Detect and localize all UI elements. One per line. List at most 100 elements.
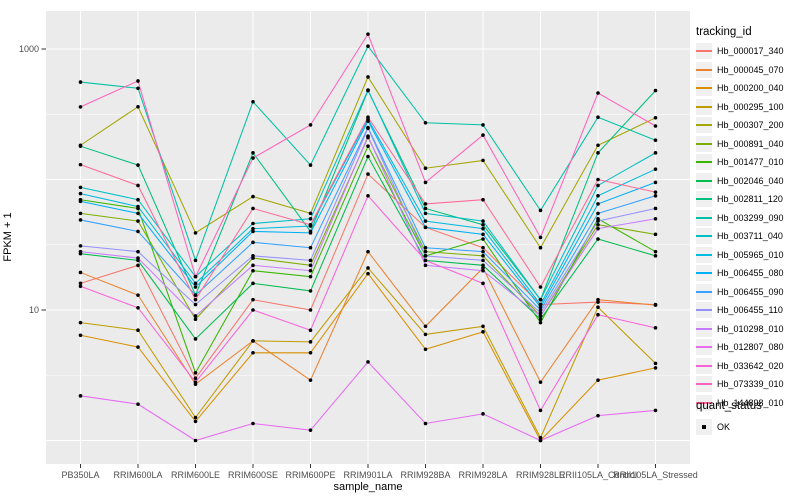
data-point [538,314,543,318]
data-point [653,254,658,258]
data-point [251,229,255,234]
data-point [481,330,485,334]
data-point [308,123,313,127]
data-point [596,183,600,188]
legend-label: Hb_033642_020 [717,360,784,371]
legend-line-icon [696,383,712,386]
legend-label: Hb_000307_200 [717,120,784,131]
data-point [653,361,658,366]
data-point [308,308,313,312]
legend-line-icon [696,235,712,238]
data-point [308,428,313,432]
data-point [653,326,658,330]
data-point [366,154,370,159]
data-point [78,333,83,338]
data-point [251,308,255,312]
legend-label: Hb_006455_110 [717,305,783,316]
data-point [366,194,370,198]
data-point [308,340,313,344]
data-point [538,285,543,289]
quant-ok-key [696,419,712,436]
quant-ok-label: OK [717,422,731,433]
data-point [251,226,255,231]
data-point [481,123,485,127]
x-tick-label: RRIM600PE [285,470,335,480]
data-point [308,258,313,263]
data-point [193,371,198,375]
data-point [481,245,485,250]
data-point [481,281,485,286]
data-point [538,317,543,322]
data-point [136,263,140,268]
data-point [308,350,313,355]
data-point [193,337,198,341]
data-point [538,208,543,213]
data-point [193,376,198,381]
legend-label: Hb_003711_040 [717,231,783,242]
data-point [596,219,600,223]
data-point [423,225,428,230]
x-tick-label: RRII105LA_Control [559,470,637,480]
data-point [251,194,255,199]
legend-line-icon [696,124,712,127]
x-tick-label: RRIM600SE [228,470,278,480]
legend-line-icon [696,161,712,164]
data-point [538,305,543,310]
data-point [251,221,255,226]
legend-key [696,283,712,300]
data-point [78,320,83,325]
data-point [596,237,600,241]
legend-label: Hb_005965_010 [717,249,784,260]
data-point [78,211,83,216]
x-tick-label: PB350LA [61,470,99,480]
data-point [308,216,313,221]
data-point [423,258,428,263]
data-point [596,312,600,317]
data-point [538,308,543,312]
data-point [136,197,140,202]
tracking-id-legend-title: tracking_id [696,26,752,38]
data-point [78,281,83,286]
data-point [366,172,370,176]
data-point [481,237,485,241]
data-point [136,104,140,109]
x-tick-label: RRII105LA_Stressed [613,470,698,480]
tracking-id-legend-items: Hb_000017_340 Hb_000045_070 Hb_000200_040 H… [696,42,784,412]
data-point [596,378,600,382]
data-point [308,268,313,273]
data-point [251,421,255,426]
legend-key [696,339,712,356]
data-point [423,324,428,329]
data-point [251,206,255,211]
legend-line-icon [696,346,712,349]
legend-key [696,209,712,226]
data-point [78,185,83,190]
data-point [136,219,140,223]
data-point [136,256,140,260]
legend-item-Hb_005965_010: Hb_005965_010 [696,246,784,265]
data-point [366,134,370,138]
data-point [653,116,658,120]
legend-key [696,376,712,393]
legend-item-Hb_012807_080: Hb_012807_080 [696,338,784,357]
legend-line-icon [696,87,712,90]
data-point [308,378,313,382]
data-point [481,222,485,227]
legend-line-icon [696,290,712,293]
data-point [136,305,140,310]
data-point [366,126,370,131]
legend-line-icon [696,179,712,182]
y-axis-title: FPKM + 1 [2,212,14,262]
data-point [596,226,600,231]
legend-item-Hb_003299_090: Hb_003299_090 [696,209,784,228]
data-point [193,281,198,286]
data-point [251,151,255,155]
data-point [251,254,255,258]
x-tick-label: RRIM901LA [343,470,392,480]
data-point [538,320,543,325]
data-point [308,245,313,250]
data-point [423,263,428,268]
data-point [481,232,485,237]
